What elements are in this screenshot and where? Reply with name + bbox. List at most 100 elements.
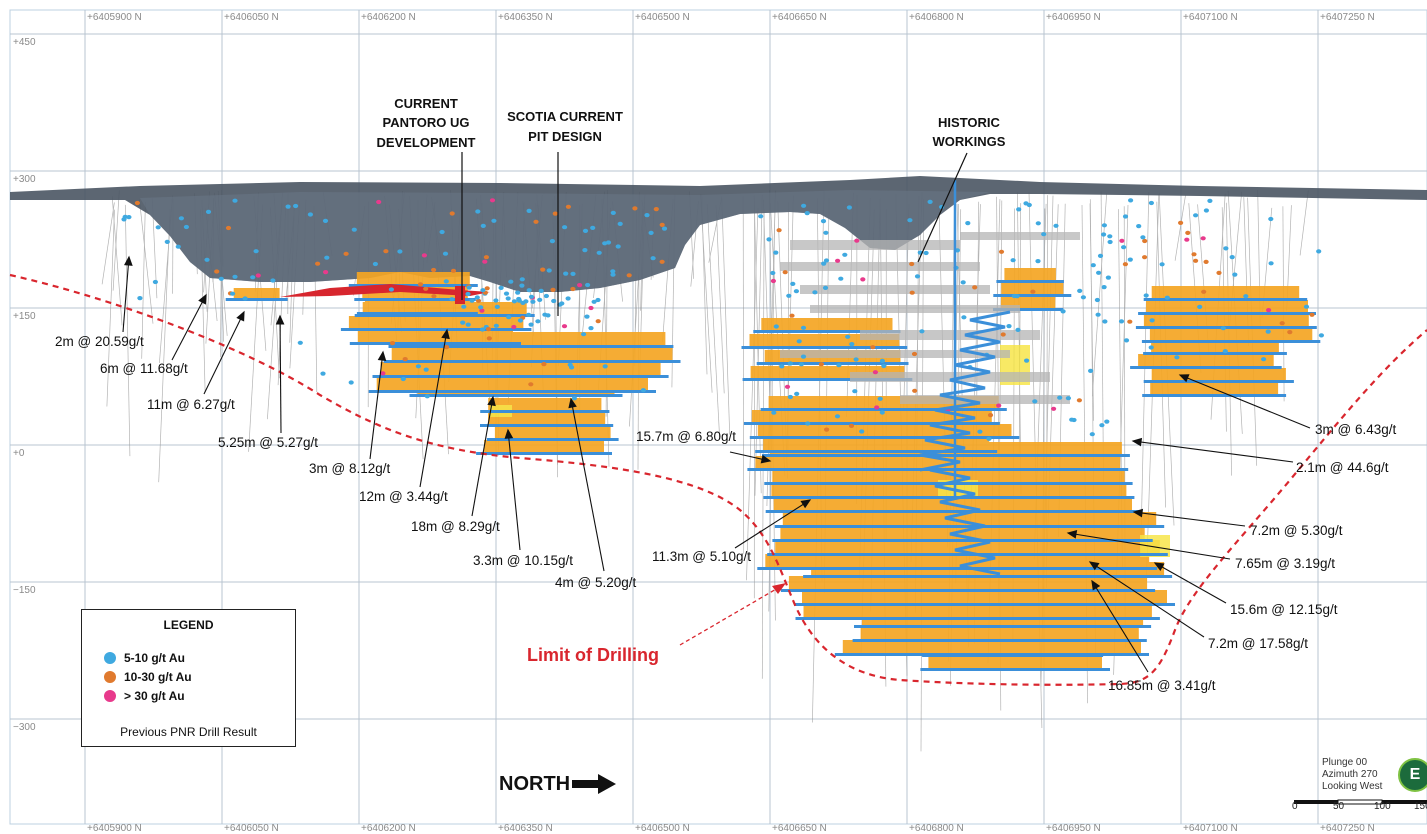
historic-workings-label: HISTORIC WORKINGS — [933, 115, 1006, 149]
label-line: DEVELOPMENT — [377, 135, 476, 150]
looking-text: Looking West — [1322, 781, 1383, 792]
drill-dot — [1201, 289, 1207, 294]
drive — [749, 436, 1020, 439]
drill-dot — [519, 277, 525, 282]
label-line: HISTORIC — [938, 115, 1000, 130]
drill-dot — [784, 384, 791, 389]
drill-dot — [977, 429, 983, 434]
ore-block — [930, 642, 1096, 656]
drill-dot — [511, 299, 517, 304]
intercept-label: 18m @ 8.29g/t — [411, 519, 500, 534]
drill-dot — [1243, 294, 1249, 299]
drill-dot — [1099, 423, 1105, 428]
drill-dot — [570, 271, 576, 276]
ore-block — [1146, 300, 1308, 314]
drill-dot — [511, 324, 517, 330]
drill-dot — [516, 296, 522, 302]
drill-dot — [1318, 333, 1324, 338]
drill-trace — [1299, 190, 1309, 256]
drill-dot — [1268, 261, 1274, 266]
drill-trace — [715, 205, 725, 394]
legend-swatch-icon — [104, 671, 116, 683]
drill-dot — [659, 222, 665, 227]
drill-dot — [380, 371, 386, 376]
drill-dot — [909, 261, 915, 267]
elevation-label: +0 — [13, 448, 25, 459]
drill-dot — [285, 204, 291, 209]
drill-dot — [270, 278, 276, 283]
legend-label: > 30 g/t Au — [124, 689, 185, 703]
drill-dot — [444, 345, 450, 350]
drill-dot — [846, 205, 853, 210]
drive — [993, 308, 1064, 311]
drill-dot — [1089, 432, 1095, 437]
drill-dot — [486, 336, 492, 341]
drive — [1141, 340, 1321, 343]
leader-arrowhead — [377, 350, 387, 362]
drill-trace — [742, 196, 745, 554]
drill-dot — [155, 225, 161, 230]
drill-trace — [112, 190, 120, 291]
drill-trace — [1174, 195, 1186, 261]
ore-block — [1004, 268, 1056, 282]
drill-dot — [218, 276, 224, 281]
drill-dot — [1193, 213, 1199, 218]
drill-dot — [559, 301, 565, 306]
drill-dot — [565, 204, 572, 209]
drill-dot — [540, 267, 546, 272]
drill-dot — [397, 249, 403, 254]
drill-dot — [610, 210, 616, 215]
leader-line — [507, 429, 521, 551]
drill-dot — [836, 363, 842, 368]
drive — [774, 525, 1165, 528]
drill-dot — [821, 261, 827, 266]
scale-tick: 150 — [1414, 801, 1427, 812]
leader-line — [570, 398, 605, 572]
leader-arrowhead — [568, 397, 577, 409]
ore-block — [391, 347, 673, 362]
drill-dot — [546, 268, 552, 273]
drill-dot — [776, 228, 782, 233]
drill-dot — [465, 291, 471, 297]
drill-dot — [1164, 295, 1170, 300]
easting-label: +6407250 N — [1320, 12, 1375, 23]
vertical-grid — [84, 10, 1319, 824]
azimuth-text: Azimuth 270 — [1322, 769, 1378, 780]
drill-dot — [782, 270, 788, 275]
drill-trace — [1100, 191, 1104, 485]
intercept-label: 15.7m @ 6.80g/t — [636, 429, 736, 444]
drive — [767, 553, 1168, 556]
drill-dot — [1193, 258, 1199, 263]
drill-dot — [1140, 235, 1146, 240]
drill-dot — [881, 363, 887, 369]
drill-dot — [632, 206, 638, 211]
drill-dot — [417, 282, 424, 287]
drill-dot — [1207, 198, 1213, 203]
drill-dot — [582, 248, 588, 253]
legend-item: 10-30 g/t Au — [104, 669, 192, 685]
drill-dot — [907, 218, 913, 223]
easting-label: +6407250 N — [1320, 823, 1375, 834]
drive — [1143, 352, 1287, 355]
drill-dot — [617, 221, 623, 226]
view-orientation: Plunge 00 Azimuth 270 Looking West — [1322, 757, 1382, 793]
drill-dot — [610, 272, 616, 277]
pit-surface-highlight — [140, 190, 990, 292]
ore-block — [1138, 354, 1274, 368]
drill-dot — [585, 282, 591, 288]
drill-dot — [1279, 321, 1285, 326]
easting-label: +6407100 N — [1183, 823, 1238, 834]
drill-dot — [121, 217, 127, 222]
leader-line — [1089, 561, 1205, 638]
drill-trace — [721, 198, 731, 435]
ore-block — [348, 316, 524, 330]
drill-dot — [577, 283, 583, 288]
drill-dot — [773, 250, 779, 255]
drill-dot — [1261, 357, 1267, 362]
easting-label: +6406200 N — [361, 12, 416, 23]
label-line: SCOTIA CURRENT — [507, 109, 623, 124]
drive — [741, 346, 908, 349]
drill-dot — [661, 226, 668, 231]
intercept-label: 2m @ 20.59g/t — [55, 334, 144, 349]
leader-arrowhead — [236, 310, 245, 322]
